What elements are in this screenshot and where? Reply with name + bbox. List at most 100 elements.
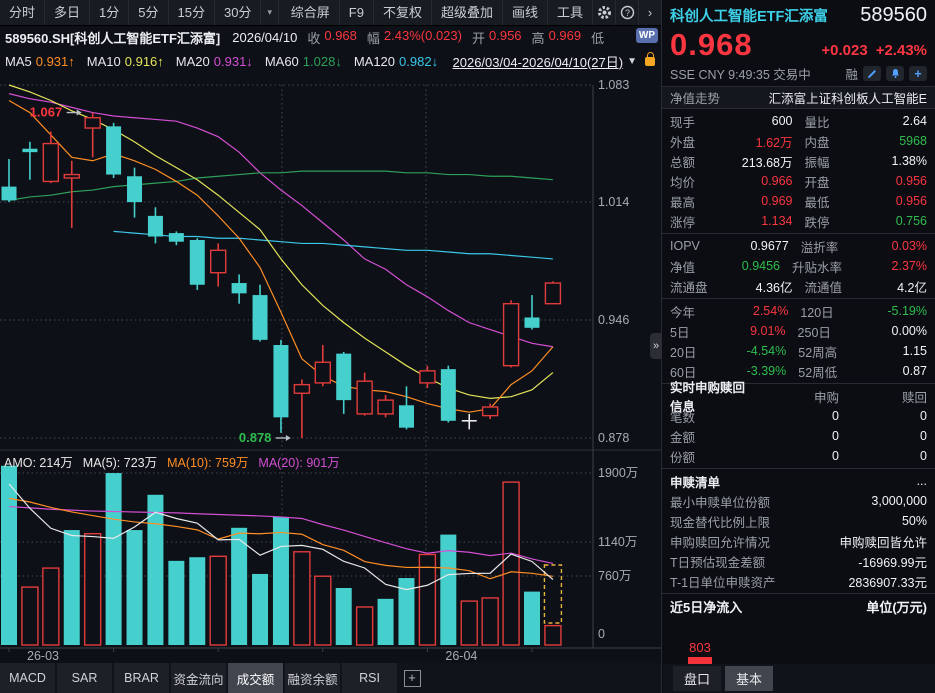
indicator-tab-SAR[interactable]: SAR <box>57 663 112 693</box>
field-label: 52周高 <box>798 345 838 360</box>
volume-legend-item-1: AMO: 214万 <box>4 455 73 470</box>
panel-tabbar: 盘口 基本 <box>663 664 935 693</box>
field-value: 4.36亿 <box>755 280 793 295</box>
row-label: 金额 <box>670 430 696 445</box>
field-label: 溢折率 <box>800 240 839 255</box>
date-range-selector[interactable]: 2026/03/04-2026/04/10(27日) <box>452 54 624 70</box>
nav-value-row[interactable]: 净值走势 汇添富上证科创板人工智能E <box>662 86 935 109</box>
volume-axis-label: 760万 <box>598 569 631 583</box>
field-value: 1.62万 <box>755 135 793 150</box>
indicator-tab-资金流向[interactable]: 资金流向 <box>171 663 226 693</box>
more-periods-dropdown-icon[interactable]: ▾ <box>261 0 279 25</box>
volume-bar-up <box>209 555 227 646</box>
wp-badge-icon[interactable]: WP <box>635 28 658 43</box>
period-tab-5[interactable]: 15分 <box>169 0 215 25</box>
cell-value: 0 <box>832 409 839 423</box>
quote-row: 60日 -3.39% 52周低 0.87 <box>662 361 935 381</box>
toolbar-button-4[interactable]: 超级叠加 <box>432 0 503 25</box>
table-row: 金额 0 0 <box>662 426 935 446</box>
quote-row: 外盘 1.62万 内盘 5968 <box>662 131 935 151</box>
alert-bell-icon[interactable] <box>886 66 904 81</box>
kv-value: 申购赎回皆允许 <box>839 535 927 550</box>
up-candle <box>314 361 331 384</box>
ohlc-label-1: 收 <box>307 31 321 46</box>
kv-row: 现金替代比例上限 50% <box>662 511 935 531</box>
quote-row: 净值 0.9456 升贴水率 2.37% <box>662 256 935 276</box>
panel-tab-盘口[interactable]: 盘口 <box>673 666 722 691</box>
svg-text:?: ? <box>624 8 629 18</box>
settings-gear-icon[interactable] <box>593 0 616 25</box>
volume-bar-down <box>440 534 457 645</box>
table-row: 笔数 0 0 <box>662 406 935 426</box>
period-tab-2[interactable]: 多日 <box>45 0 91 25</box>
quote-row: 涨停 1.134 跌停 0.756 <box>662 211 935 231</box>
edit-pencil-icon[interactable] <box>863 66 881 81</box>
field-label: 均价 <box>670 175 696 190</box>
date-range-caret-icon[interactable]: ▼ <box>627 55 637 67</box>
more-ellipsis-button[interactable]: ... <box>916 474 927 488</box>
panel-tab-基本[interactable]: 基本 <box>725 666 774 691</box>
kv-value: -16969.99元 <box>858 555 927 570</box>
field-label: 振幅 <box>804 155 830 170</box>
indicator-tab-MACD[interactable]: MACD <box>0 663 55 693</box>
help-icon[interactable]: ? <box>616 0 639 25</box>
add-indicator-button[interactable]: + <box>399 663 425 693</box>
panel-collapse-handle[interactable]: » <box>650 333 662 359</box>
indicator-tab-RSI[interactable]: RSI <box>342 663 397 693</box>
down-candle <box>168 233 184 242</box>
annotation-arrowhead <box>76 109 82 116</box>
cell-value: 0 <box>920 429 927 443</box>
volume-axis-label: 1900万 <box>598 466 638 480</box>
period-tab-4[interactable]: 5分 <box>129 0 169 25</box>
toolbar-button-3[interactable]: 不复权 <box>374 0 432 25</box>
period-tab-6[interactable]: 30分 <box>215 0 262 25</box>
period-tab-1[interactable]: 分时 <box>0 0 46 25</box>
up-candle <box>293 383 311 394</box>
x-axis-label: 26-04 <box>445 649 477 663</box>
toolbar-button-2[interactable]: F9 <box>340 0 374 25</box>
toolbar-button-5[interactable]: 画线 <box>503 0 548 25</box>
indicator-tab-成交额[interactable]: 成交额 <box>228 663 283 693</box>
field-value: 5968 <box>899 134 927 148</box>
volume-bar-up <box>314 575 332 646</box>
quote-row: 20日 -4.54% 52周高 1.15 <box>662 341 935 361</box>
field-value: -5.19% <box>887 304 927 318</box>
indicator-tab-BRAR[interactable]: BRAR <box>114 663 169 693</box>
volume-bar-up <box>293 551 311 646</box>
volume-legend-item-4: MA(20): 901万 <box>258 455 340 470</box>
kv-row: T日预估现金差额 -16969.99元 <box>662 551 935 571</box>
plus-icon: + <box>403 669 421 687</box>
instrument-code: 589560 <box>860 4 927 26</box>
ma-value-2: 0.916↑ <box>124 53 164 69</box>
ma-line <box>8 93 554 348</box>
down-candle <box>524 317 540 328</box>
field-label: 20日 <box>670 345 697 360</box>
price-change: +0.023 <box>821 42 868 59</box>
kv-label: 申购赎回允许情况 <box>670 535 771 550</box>
ma-value-3: 0.931↓ <box>213 53 253 69</box>
ohlc-fields: 收 0.968 幅 2.43%(0.023) 开 0.956 高 0.969 低 <box>297 28 608 47</box>
net-inflow-header: 近5日净流入 单位(万元) <box>662 596 935 616</box>
toolbar-button-1[interactable]: 综合屏 <box>282 0 340 25</box>
indicator-tab-融资余额[interactable]: 融资余额 <box>285 663 340 693</box>
field-label: 120日 <box>800 305 834 320</box>
period-tab-3[interactable]: 1分 <box>90 0 130 25</box>
volume-legend-item-3: MA(10): 759万 <box>167 455 249 470</box>
lock-icon[interactable] <box>645 51 655 66</box>
market-status-row: SSE CNY 9:49:35 交易中 融 + <box>662 63 935 86</box>
toolbar-button-6[interactable]: 工具 <box>548 0 593 25</box>
nav-trend-label[interactable]: 净值走势 <box>670 92 721 106</box>
field-label: 5日 <box>670 325 690 340</box>
up-candle <box>502 302 520 367</box>
margin-flag: 融 <box>845 68 858 82</box>
add-to-watchlist-icon[interactable]: + <box>909 66 927 81</box>
price-axis-label: 0.946 <box>598 313 629 327</box>
toolbar-overflow-chevron-icon[interactable]: › <box>647 5 653 20</box>
kv-label: T-1日单位申赎资产 <box>670 575 776 590</box>
field-label: 最低 <box>804 195 830 210</box>
field-value: 2.64 <box>902 114 927 128</box>
ma-value-4: 1.028↓ <box>302 53 342 69</box>
kline-volume-chart[interactable]: 1.083 1.014 0.946 0.878 1900万 1140万 760万 0 26-03… <box>0 72 661 663</box>
volume-bar-down <box>126 530 143 645</box>
